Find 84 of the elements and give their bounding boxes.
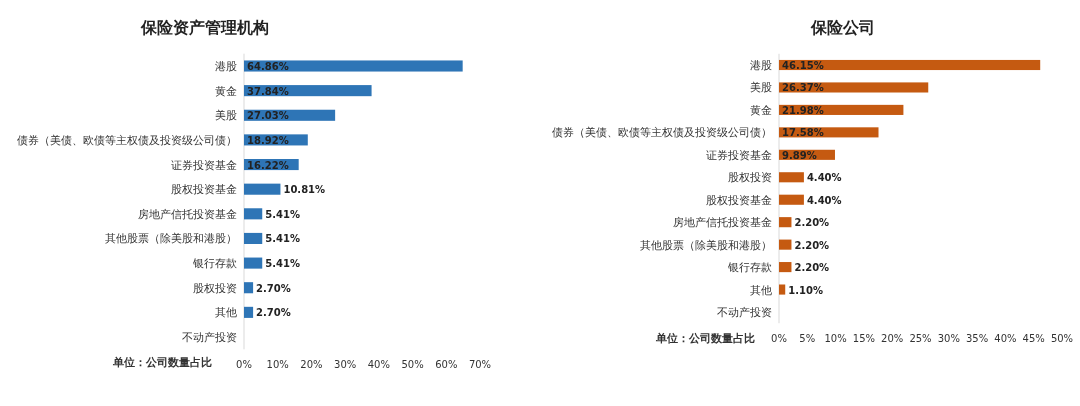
data-label: 5.41%: [265, 208, 300, 220]
y-tick-label: 债券（美债、欧债等主权债及投资级公司债）: [552, 126, 772, 140]
bar: [779, 194, 804, 205]
data-label: 26.37%: [782, 82, 824, 94]
data-label: 21.98%: [782, 104, 824, 116]
x-tick-label: 40%: [994, 333, 1017, 344]
y-tick-label: 其他: [215, 306, 237, 320]
y-tick-label: 股权投资: [193, 281, 237, 295]
y-tick-label: 证券投资基金: [706, 148, 772, 162]
x-tick-label: 10%: [266, 359, 289, 370]
data-label: 46.15%: [782, 60, 824, 71]
text: 单位：公司数量占比: [654, 332, 755, 345]
y-tick-label: 美股: [750, 81, 772, 95]
data-label: 16.22%: [247, 159, 289, 171]
x-tick-label: 15%: [852, 333, 876, 344]
bar: [779, 284, 786, 295]
bar: [779, 217, 792, 228]
data-label: 2.20%: [794, 262, 830, 274]
bar: [244, 257, 263, 269]
y-tick-label: 债券（美债、欧债等主权债及投资级公司债）: [17, 133, 237, 147]
y-tick-label: 不动产投资: [717, 306, 772, 319]
y-tick-label: 股权投资: [728, 171, 772, 185]
bar: [244, 282, 254, 294]
data-label: 5.41%: [265, 233, 300, 245]
data-label: 4.40%: [806, 194, 842, 206]
text: 单位：公司数量占比: [111, 356, 212, 369]
bar: [779, 239, 792, 250]
y-tick-label: 黄金: [750, 103, 772, 117]
y-tick-label: 其他股票（除美股和港股）: [640, 238, 772, 252]
x-tick-label: 20%: [881, 333, 904, 344]
bar: [244, 183, 281, 195]
bar: [244, 60, 463, 72]
bar: [244, 208, 263, 220]
x-tick-label: 70%: [468, 359, 492, 370]
data-label: 64.86%: [247, 61, 289, 72]
bar: [244, 306, 254, 318]
y-tick-label: 银行存款: [727, 261, 772, 275]
bar: [779, 59, 1041, 71]
data-label: 2.20%: [794, 217, 830, 229]
x-tick-label: 10%: [824, 333, 847, 344]
data-label: 2.20%: [794, 239, 830, 251]
y-tick-label: 房地产信托投资基金: [138, 207, 237, 221]
data-label: 4.40%: [806, 172, 842, 184]
y-tick-label: 港股: [215, 60, 237, 73]
y-tick-label: 股权投资基金: [171, 183, 237, 197]
x-tick-label: 25%: [909, 333, 932, 344]
data-label: 2.70%: [256, 307, 291, 319]
data-label: 10.81%: [283, 184, 326, 196]
data-label: 37.84%: [247, 85, 289, 97]
chart-title: 保险资产管理机构: [140, 18, 269, 37]
chart-title: 保险公司: [810, 18, 875, 37]
data-label: 18.92%: [247, 134, 289, 146]
y-tick-label: 其他股票（除美股和港股）: [105, 232, 237, 246]
x-tick-label: 50%: [401, 359, 424, 370]
y-tick-label: 黄金: [215, 84, 237, 98]
data-label: 5.41%: [265, 258, 300, 270]
data-label: 27.03%: [247, 110, 289, 122]
y-tick-label: 其他: [750, 283, 772, 297]
x-tick-label: 5%: [799, 333, 816, 344]
data-label: 9.89%: [782, 149, 817, 161]
x-tick-label: 45%: [1022, 333, 1045, 344]
bar: [779, 82, 929, 93]
y-tick-label: 股权投资基金: [706, 193, 772, 207]
y-tick-label: 银行存款: [192, 257, 237, 271]
data-label: 1.10%: [788, 284, 823, 296]
y-tick-label: 证券投资基金: [171, 158, 237, 172]
x-tick-label: 30%: [937, 333, 960, 344]
x-tick-label: 40%: [367, 359, 390, 370]
x-tick-label: 30%: [334, 359, 357, 370]
x-tick-label: 0%: [236, 359, 252, 370]
data-label: 2.70%: [256, 282, 291, 294]
x-tick-label: 20%: [300, 359, 323, 370]
y-tick-label: 不动产投资: [182, 331, 237, 344]
y-tick-label: 港股: [750, 59, 772, 72]
bar: [779, 172, 804, 183]
y-tick-label: 美股: [215, 109, 237, 123]
data-label: 17.58%: [782, 127, 824, 139]
bar: [779, 262, 792, 273]
bar: [244, 232, 263, 244]
y-tick-label: 房地产信托投资基金: [673, 216, 772, 230]
x-tick-label: 0%: [771, 333, 787, 344]
x-tick-label: 35%: [965, 333, 989, 344]
x-tick-label: 50%: [1050, 333, 1074, 344]
x-tick-label: 60%: [435, 359, 458, 370]
